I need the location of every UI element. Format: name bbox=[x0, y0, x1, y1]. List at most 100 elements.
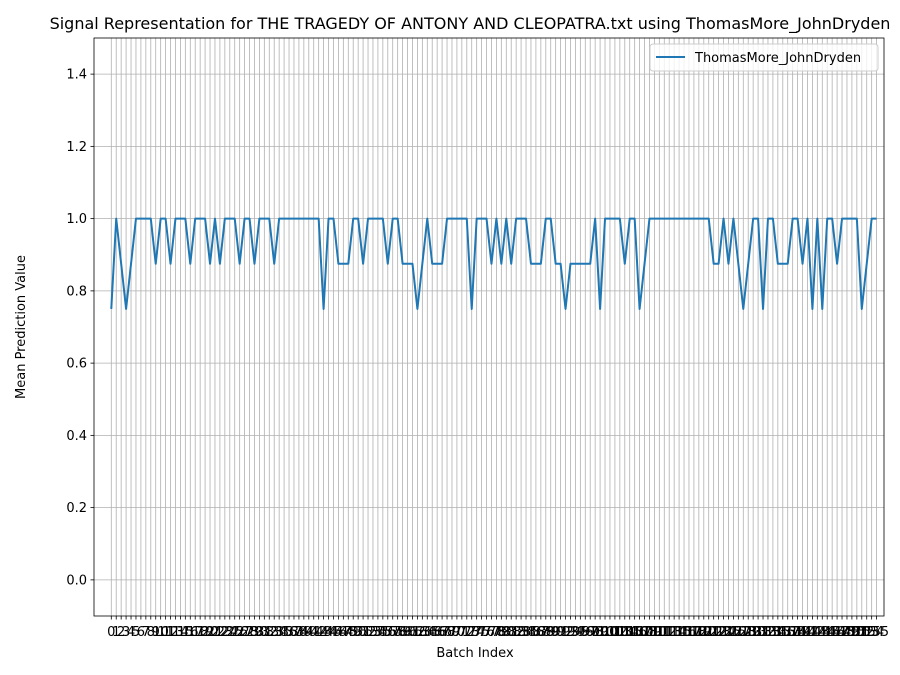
x-tick-label: 96 bbox=[577, 625, 594, 640]
x-tick-label: 33 bbox=[266, 625, 283, 640]
x-tick-label: 56 bbox=[380, 625, 397, 640]
x-tick-label: 32 bbox=[261, 625, 278, 640]
x-tick-label: 51 bbox=[355, 625, 372, 640]
x-tick-label: 60 bbox=[399, 625, 416, 640]
y-axis-label: Mean Prediction Value bbox=[14, 255, 29, 399]
y-tick-label: 0.8 bbox=[66, 284, 87, 299]
x-tick-label: 58 bbox=[389, 625, 406, 640]
y-tick-label: 0.2 bbox=[66, 501, 87, 516]
x-tick-label: 115 bbox=[667, 625, 692, 640]
x-tick-label: 108 bbox=[632, 625, 657, 640]
x-tick-label: 87 bbox=[533, 625, 550, 640]
x-tick-label: 100 bbox=[593, 625, 618, 640]
x-tick-label: 116 bbox=[672, 625, 697, 640]
x-tick-label: 121 bbox=[696, 625, 721, 640]
x-tick-label: 131 bbox=[746, 625, 771, 640]
x-tick-label: 75 bbox=[473, 625, 490, 640]
x-tick-label: 31 bbox=[256, 625, 273, 640]
x-tick-label: 91 bbox=[552, 625, 569, 640]
x-tick-label: 22 bbox=[212, 625, 229, 640]
x-tick-label: 86 bbox=[528, 625, 545, 640]
x-tick-label: 114 bbox=[662, 625, 687, 640]
x-tick-label: 78 bbox=[488, 625, 505, 640]
x-tick-label: 68 bbox=[439, 625, 456, 640]
chart-title: Signal Representation for THE TRAGEDY OF… bbox=[50, 14, 891, 34]
x-tick-label: 73 bbox=[463, 625, 480, 640]
x-tick-label: 69 bbox=[444, 625, 461, 640]
x-tick-label: 142 bbox=[800, 625, 825, 640]
y-axis-ticks: 0.0 0.2 0.4 0.6 0.8 1.0 1.2 1.4 bbox=[66, 68, 94, 588]
x-tick-label: 18 bbox=[192, 625, 209, 640]
x-tick-label: 25 bbox=[226, 625, 243, 640]
x-tick-label: 147 bbox=[825, 625, 850, 640]
series-line bbox=[110, 217, 877, 310]
x-tick-label: 130 bbox=[741, 625, 766, 640]
x-tick-label: 26 bbox=[231, 625, 248, 640]
x-tick-label: 127 bbox=[726, 625, 751, 640]
x-tick-label: 37 bbox=[286, 625, 303, 640]
x-tick-label: 102 bbox=[602, 625, 627, 640]
x-tick-label: 17 bbox=[187, 625, 204, 640]
x-tick-label: 0 bbox=[107, 625, 115, 640]
y-tick-label: 0.6 bbox=[66, 357, 87, 372]
x-tick-label: 3 bbox=[122, 625, 130, 640]
x-tick-label: 123 bbox=[706, 625, 731, 640]
x-tick-label: 140 bbox=[790, 625, 815, 640]
x-tick-label: 150 bbox=[839, 625, 864, 640]
x-tick-label: 49 bbox=[345, 625, 362, 640]
x-tick-label: 126 bbox=[721, 625, 746, 640]
x-tick-label: 145 bbox=[815, 625, 840, 640]
plot-frame bbox=[93, 37, 885, 617]
x-tick-label: 34 bbox=[271, 625, 288, 640]
x-tick-label: 134 bbox=[760, 625, 785, 640]
x-tick-label: 67 bbox=[434, 625, 451, 640]
y-tick-label: 1.2 bbox=[66, 140, 87, 155]
x-tick-label: 20 bbox=[202, 625, 219, 640]
x-tick-label: 64 bbox=[419, 625, 436, 640]
x-tick-label: 28 bbox=[241, 625, 258, 640]
x-tick-label: 30 bbox=[251, 625, 268, 640]
x-tick-label: 110 bbox=[642, 625, 667, 640]
x-tick-label: 128 bbox=[731, 625, 756, 640]
x-tick-label: 53 bbox=[365, 625, 382, 640]
x-tick-label: 14 bbox=[172, 625, 189, 640]
y-grid-lines bbox=[94, 73, 884, 581]
y-tick-label: 0.0 bbox=[66, 573, 87, 588]
x-tick-label: 7 bbox=[142, 625, 150, 640]
x-tick-label: 103 bbox=[607, 625, 632, 640]
x-tick-label: 66 bbox=[429, 625, 446, 640]
x-tick-label: 35 bbox=[276, 625, 293, 640]
x-tick-label: 138 bbox=[780, 625, 805, 640]
x-tick-label: 42 bbox=[310, 625, 327, 640]
x-tick-label: 72 bbox=[459, 625, 476, 640]
y-tick-label: 1.4 bbox=[66, 68, 87, 83]
x-axis-label: Batch Index bbox=[436, 646, 514, 661]
x-tick-label: 41 bbox=[305, 625, 322, 640]
x-tick-label: 54 bbox=[370, 625, 387, 640]
x-tick-label: 61 bbox=[404, 625, 421, 640]
x-tick-label: 124 bbox=[711, 625, 736, 640]
x-tick-label: 152 bbox=[849, 625, 874, 640]
x-tick-label: 38 bbox=[291, 625, 308, 640]
x-tick-label: 109 bbox=[637, 625, 662, 640]
x-tick-label: 4 bbox=[127, 625, 135, 640]
x-tick-label: 94 bbox=[567, 625, 584, 640]
x-tick-label: 15 bbox=[177, 625, 194, 640]
x-tick-label: 6 bbox=[137, 625, 145, 640]
x-tick-label: 153 bbox=[854, 625, 879, 640]
x-tick-label: 11 bbox=[157, 625, 174, 640]
x-tick-label: 82 bbox=[508, 625, 525, 640]
x-tick-label: 2 bbox=[117, 625, 125, 640]
x-tick-label: 107 bbox=[627, 625, 652, 640]
x-tick-label: 119 bbox=[686, 625, 711, 640]
x-tick-label: 13 bbox=[167, 625, 184, 640]
x-tick-label: 97 bbox=[582, 625, 599, 640]
x-tick-label: 46 bbox=[330, 625, 347, 640]
x-tick-label: 154 bbox=[859, 625, 884, 640]
x-tick-label: 105 bbox=[617, 625, 642, 640]
x-tick-label: 149 bbox=[835, 625, 860, 640]
x-tick-label: 21 bbox=[207, 625, 224, 640]
x-tick-label: 47 bbox=[335, 625, 352, 640]
x-tick-label: 27 bbox=[236, 625, 253, 640]
